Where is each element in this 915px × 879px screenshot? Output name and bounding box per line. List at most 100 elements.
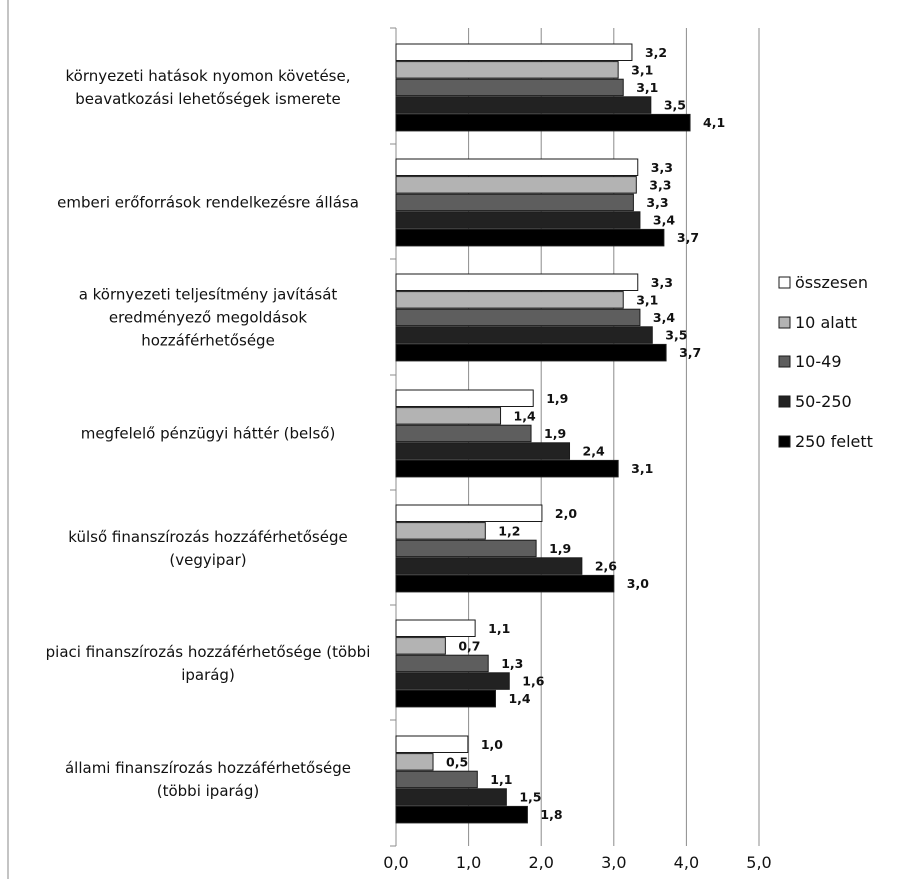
tick-label: 4,0: [674, 853, 699, 872]
bar: [395, 228, 665, 247]
legend-item: 10 alatt: [778, 313, 857, 332]
legend-item: összesen: [778, 273, 868, 292]
legend-label: 10 alatt: [795, 313, 857, 332]
category-label: környezeti hatások nyomon követése, beava…: [66, 67, 351, 108]
data-label: 3,1: [636, 292, 658, 307]
bar: [395, 211, 641, 229]
category-label: a környezeti teljesítmény javítását eredm…: [79, 285, 338, 349]
data-label: 1,1: [490, 772, 512, 787]
data-label: 1,6: [522, 674, 544, 689]
bar: [395, 672, 510, 690]
category-label-line: állami finanszírozás hozzáférhetősége: [65, 759, 351, 777]
bar: [395, 522, 486, 540]
legend-item: 10-49: [778, 352, 842, 371]
tick-label: 2,0: [528, 853, 553, 872]
bar: [395, 770, 478, 789]
data-label: 3,3: [651, 160, 673, 175]
legend-label: 250 felett: [795, 432, 873, 451]
category-label-line: (vegyipar): [169, 551, 246, 569]
legend-swatch: [778, 316, 791, 329]
bar: [395, 689, 496, 708]
legend-item: 50-250: [778, 392, 852, 411]
legend-swatch: [778, 276, 791, 289]
bar: [395, 557, 583, 575]
data-label: 3,1: [631, 461, 653, 476]
category-label: megfelelő pénzügyi háttér (belső): [81, 424, 336, 442]
data-labels: 3,23,13,13,54,13,33,33,33,43,73,33,13,43…: [446, 45, 725, 822]
tick-label: 1,0: [456, 853, 481, 872]
data-label: 1,4: [514, 408, 536, 423]
data-label: 1,3: [501, 656, 523, 671]
bar: [395, 193, 634, 212]
bar: [395, 539, 537, 558]
category-labels: környezeti hatások nyomon követése, beava…: [46, 67, 371, 800]
data-label: 3,0: [627, 576, 649, 591]
data-label: 1,9: [544, 426, 566, 441]
bar: [395, 753, 434, 771]
bars: [395, 43, 691, 824]
bar: [395, 273, 639, 291]
data-label: 1,0: [481, 737, 503, 752]
data-label: 2,0: [555, 506, 577, 521]
bar: [395, 735, 469, 753]
category-label-line: (többi iparág): [157, 782, 260, 800]
data-label: 3,1: [636, 80, 658, 95]
bar: [395, 389, 534, 407]
bar: [395, 442, 571, 460]
value-axis: [390, 27, 397, 847]
legend-swatch: [778, 355, 791, 368]
data-label: 1,5: [519, 790, 541, 805]
bar: [395, 504, 543, 522]
category-label-line: hozzáférhetősége: [141, 331, 275, 349]
category-label-line: a környezeti teljesítmény javítását: [79, 285, 338, 303]
data-label: 2,6: [595, 559, 617, 574]
legend-swatch: [778, 395, 791, 408]
data-label: 3,3: [649, 177, 671, 192]
category-label-line: eredményező megoldások: [109, 308, 307, 326]
data-label: 3,5: [665, 328, 687, 343]
bar: [395, 158, 639, 176]
data-label: 3,4: [653, 213, 675, 228]
bar: [395, 326, 653, 344]
bar: [395, 78, 624, 97]
bar: [395, 343, 667, 362]
category-label-line: emberi erőforrások rendelkezésre állása: [57, 193, 359, 211]
category-label: emberi erőforrások rendelkezésre állása: [57, 193, 359, 211]
data-label: 1,2: [498, 523, 520, 538]
data-label: 3,4: [653, 310, 675, 325]
legend-label: 50-250: [795, 392, 852, 411]
category-label-line: környezeti hatások nyomon követése,: [66, 67, 351, 85]
category-label-line: beavatkozási lehetőségek ismerete: [75, 90, 340, 108]
data-label: 3,5: [664, 98, 686, 113]
data-label: 1,8: [540, 807, 562, 822]
bar: [395, 176, 637, 194]
bar: [395, 113, 691, 132]
bar: [395, 574, 615, 593]
tick-labels: 0,0 1,0 2,0 3,0 4,0 5,0: [383, 853, 771, 872]
tick-label: 0,0: [383, 853, 408, 872]
data-label: 0,5: [446, 754, 468, 769]
bar: [395, 619, 476, 637]
data-label: 1,4: [508, 691, 530, 706]
bar: [395, 637, 446, 655]
category-label-line: piaci finanszírozás hozzáférhetősége (tö…: [46, 643, 371, 661]
bar: [395, 96, 652, 114]
data-label: 0,7: [458, 638, 480, 653]
legend-item: 250 felett: [778, 432, 873, 451]
bar: [395, 43, 633, 61]
bar: [395, 407, 502, 425]
bar: [395, 459, 619, 478]
data-label: 3,7: [677, 230, 699, 245]
bar: [395, 291, 624, 309]
category-label-line: iparág): [181, 666, 235, 684]
legend-swatch: [778, 435, 791, 448]
tick-label: 3,0: [601, 853, 626, 872]
legend-label: 10-49: [795, 352, 842, 371]
category-label: piaci finanszírozás hozzáférhetősége (tö…: [46, 643, 371, 684]
data-label: 3,7: [679, 345, 701, 360]
bar: [395, 424, 532, 443]
category-label: külső finanszírozás hozzáférhetősége (veg…: [68, 528, 347, 569]
data-label: 4,1: [703, 115, 725, 130]
data-label: 3,3: [646, 195, 668, 210]
